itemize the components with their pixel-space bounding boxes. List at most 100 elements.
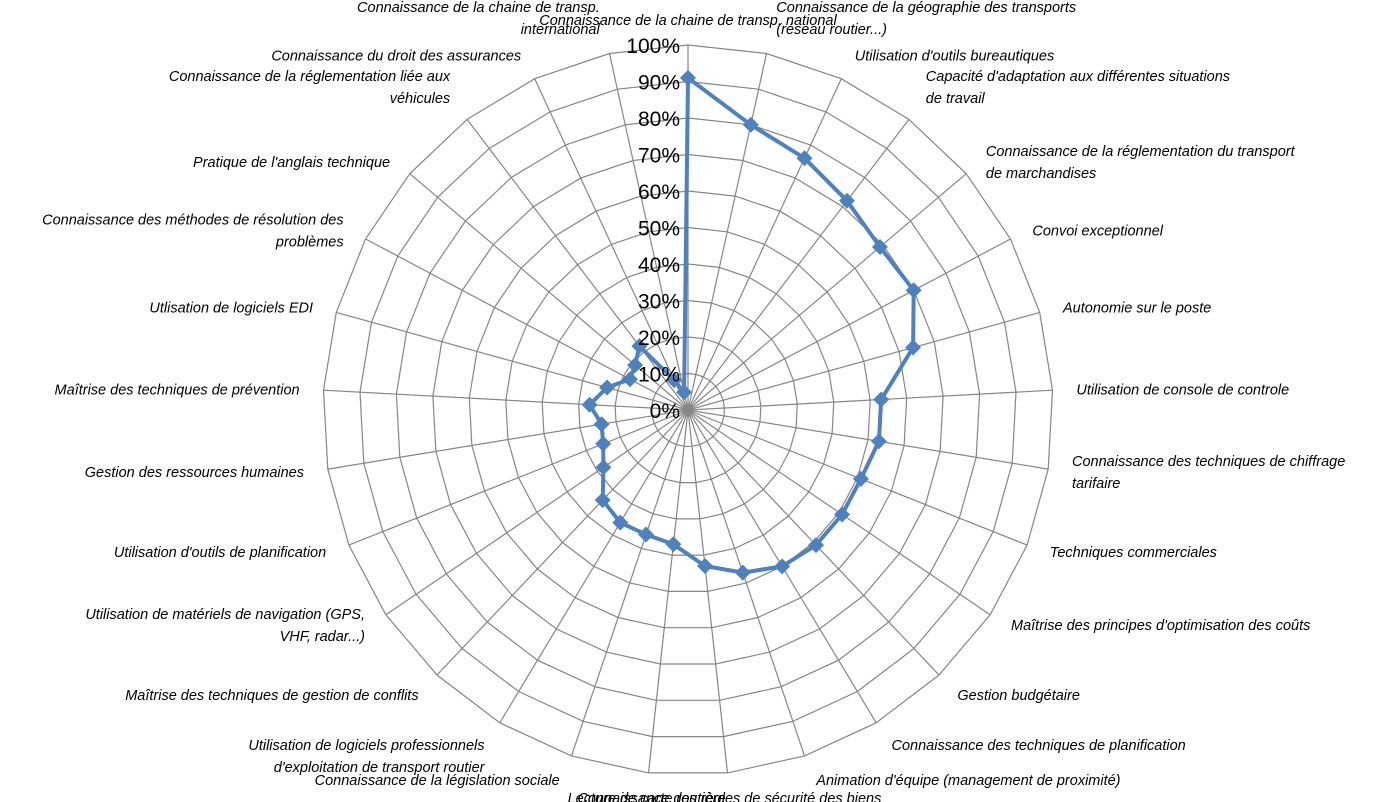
grid-spoke [687,53,768,411]
data-point-marker [734,564,751,581]
category-label: Connaissance des règles de sécurité des … [577,791,881,802]
category-label: Maîtrise des techniques de prévention [55,382,300,398]
data-point-marker [627,357,644,374]
data-point-marker [612,514,629,531]
tick-label: 0% [650,400,680,423]
category-label: Connaissance des techniques de planifica… [892,738,1186,754]
grid-spoke [409,173,689,411]
grid-spoke [534,78,689,411]
grid-spoke [570,409,689,757]
grid-spoke [466,119,689,411]
tick-label: 90% [638,72,680,95]
grid-spoke [385,409,689,616]
grid [322,44,1054,774]
grid-spoke [687,409,1049,470]
tick-label: 100% [626,35,680,58]
grid-spoke [348,409,689,546]
grid-ring [578,299,798,520]
category-label: Convoi exceptionnel [1032,224,1163,240]
data-point-marker [774,558,791,575]
category-label: Connaissance des techniques de chiffrage… [1072,454,1345,492]
grid-spoke [323,389,689,411]
data-point-marker [872,239,888,255]
data-point-marker [676,384,693,401]
category-label: Autonomie sur le poste [1062,301,1211,317]
series-layer [581,69,922,581]
tick-label: 80% [638,108,680,131]
grid-spoke [327,409,689,470]
category-label: Connaissance de la réglementation du tra… [986,144,1296,182]
grid-ring [322,44,1054,774]
category-labels: Connaissance de la chaine de transp. nat… [42,0,1345,802]
data-point-marker [873,391,890,408]
tick-label: 20% [638,327,680,350]
grid-ring [650,372,726,447]
category-label: Connaissance de la réglementation liée a… [169,69,451,107]
tick-label: 50% [638,218,680,241]
data-point-marker [666,372,683,389]
data-point-marker [622,371,638,388]
grid-spoke [499,409,689,724]
grid-ring [468,190,908,629]
data-point-marker [581,396,598,413]
tick-label: 10% [638,364,680,387]
data-point-marker [808,537,824,554]
data-point-marker [839,192,855,209]
data-point-marker [595,435,612,452]
grid-spoke [336,311,689,411]
grid-spoke [687,409,729,773]
data-point-marker [834,506,851,523]
data-point-marker [697,558,713,574]
grid-ring [359,80,1017,738]
data-point-marker [594,492,611,509]
data-point-marker [593,416,610,433]
category-label: Techniques commerciales [1050,545,1217,561]
data-point-marker [742,116,759,133]
category-label: Animation d'équipe (management de proxim… [815,773,1120,789]
grid-spoke [436,409,689,676]
category-label: Capacité d'adaptation aux différentes si… [926,69,1230,107]
category-label: Gestion budgétaire [957,688,1080,704]
data-point-marker [638,526,654,543]
grid-spoke [687,409,806,757]
category-label: Pratique de l'anglais technique [193,155,390,171]
grid-spoke [687,173,967,411]
grid-spoke [608,53,689,411]
data-point-marker [852,470,869,487]
category-label: Connaissance de la géographie des transp… [776,0,1076,38]
data-point-marker [905,339,922,356]
category-label: Utilisation d'outils bureautiques [855,48,1054,64]
grid-ring [505,226,871,593]
category-label: Utilisation de logiciels professionnels d… [248,738,485,776]
tick-label: 70% [638,145,680,168]
category-label: Lecture de carte routière [568,791,726,802]
data-point-marker [796,150,813,167]
grid-spoke [687,78,842,411]
grid-spoke [687,238,1011,411]
data-point-marker [870,433,887,450]
data-point-marker [631,338,648,355]
grid-spoke [687,119,910,411]
data-point-marker [665,536,682,553]
tick-labels: 0% 10% 20% 30% 40% 50% 60% 70% 80% 90% 100% [626,35,680,423]
data-point-marker [599,379,616,396]
data-point-marker [905,282,922,299]
grid-spoke [647,409,689,773]
data-point-marker [680,69,696,86]
category-label: Utilisation de matériels de navigation (… [85,607,365,645]
category-label: Gestion des ressources humaines [85,465,304,481]
category-label: Connaissance des méthodes de résolution … [42,213,343,251]
category-label: Connaissance de la chaine de transp. nat… [539,13,837,29]
category-label: Utilisation de console de controle [1076,382,1289,398]
grid-ring [614,336,762,484]
grid-ring [395,117,981,701]
category-label: Connaissance de la législation sociale [315,773,560,789]
category-label: Connaissance de la chaine de transp. inte… [357,0,600,38]
tick-label: 30% [638,291,680,314]
tick-label: 40% [638,254,680,277]
category-label: Utlisation de logiciels EDI [149,301,313,317]
tick-label: 60% [638,181,680,204]
grid-spoke [687,311,1040,411]
